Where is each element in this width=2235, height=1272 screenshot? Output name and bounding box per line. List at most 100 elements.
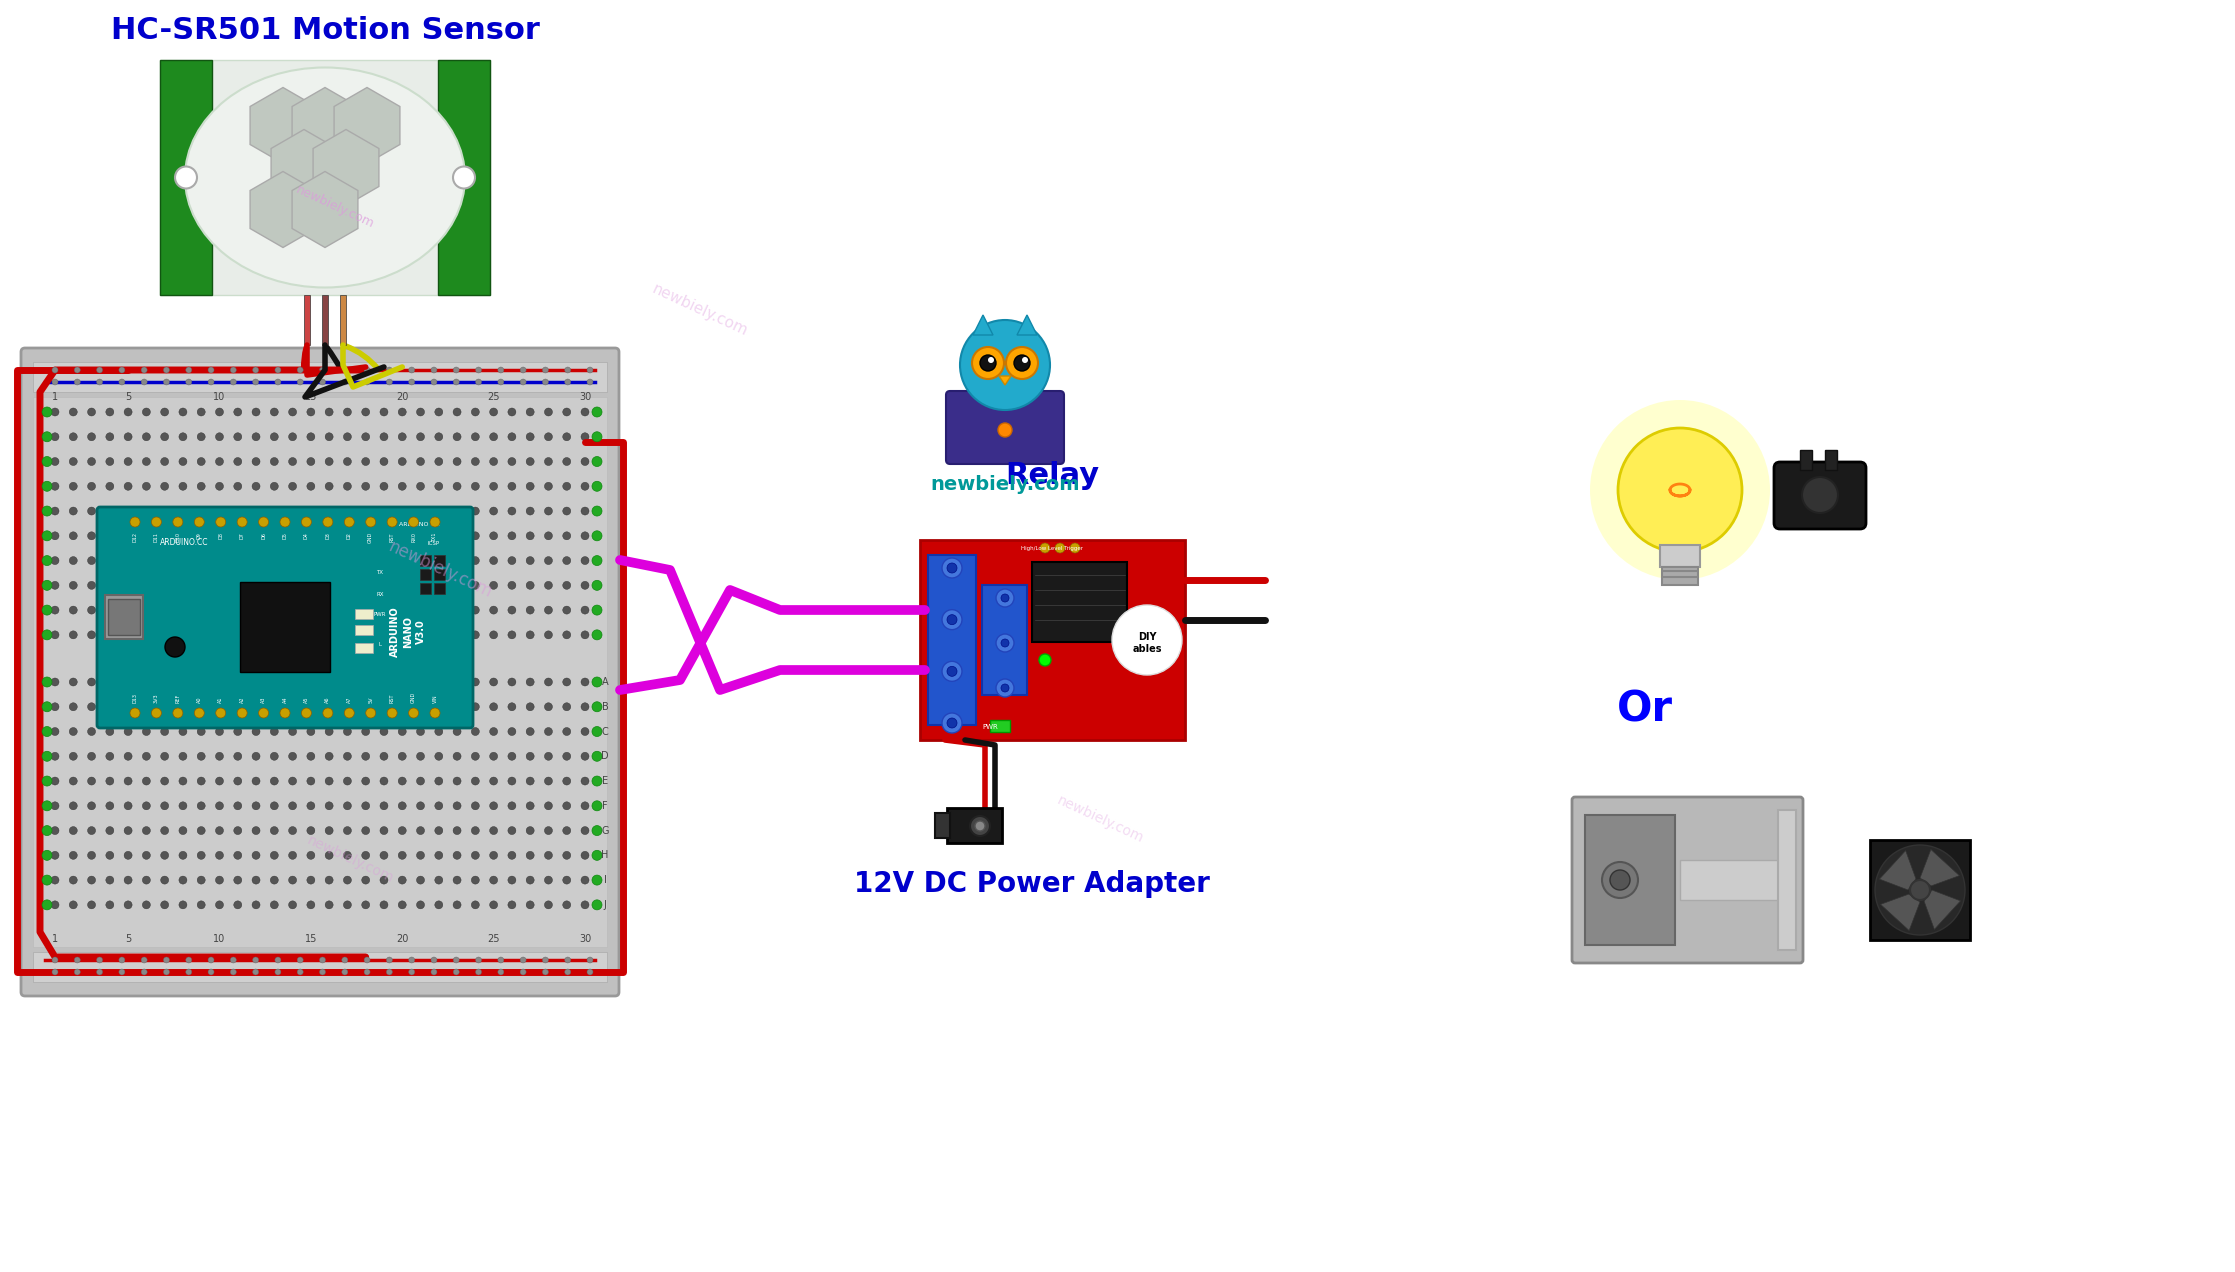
Circle shape <box>324 851 333 860</box>
Circle shape <box>380 581 389 589</box>
Circle shape <box>563 827 570 834</box>
Circle shape <box>105 702 114 711</box>
Circle shape <box>143 532 150 539</box>
Circle shape <box>105 631 114 639</box>
Circle shape <box>235 631 241 639</box>
Circle shape <box>51 432 58 441</box>
Circle shape <box>324 777 333 785</box>
Circle shape <box>143 678 150 686</box>
Circle shape <box>320 957 326 963</box>
Circle shape <box>436 777 443 785</box>
Circle shape <box>454 408 460 416</box>
Circle shape <box>235 508 241 515</box>
Text: J: J <box>603 899 606 909</box>
Circle shape <box>87 581 96 589</box>
Text: newbiely.com: newbiely.com <box>650 281 751 338</box>
Circle shape <box>362 876 369 884</box>
Circle shape <box>105 777 114 785</box>
Circle shape <box>563 728 570 735</box>
Circle shape <box>364 957 371 963</box>
Circle shape <box>143 728 150 735</box>
Circle shape <box>125 557 132 565</box>
Circle shape <box>197 702 206 711</box>
Circle shape <box>51 827 58 834</box>
Circle shape <box>51 876 58 884</box>
Circle shape <box>105 752 114 761</box>
Circle shape <box>324 631 333 639</box>
Circle shape <box>454 167 476 188</box>
Circle shape <box>525 827 534 834</box>
Circle shape <box>42 481 51 491</box>
Circle shape <box>364 368 371 373</box>
Circle shape <box>507 752 516 761</box>
Circle shape <box>105 508 114 515</box>
Circle shape <box>409 368 416 373</box>
Circle shape <box>143 702 150 711</box>
Circle shape <box>275 368 282 373</box>
Bar <box>1663 567 1699 585</box>
Circle shape <box>215 777 224 785</box>
Text: A4: A4 <box>282 697 288 703</box>
Circle shape <box>161 752 168 761</box>
Circle shape <box>197 901 206 909</box>
Circle shape <box>87 458 96 466</box>
Circle shape <box>454 702 460 711</box>
Circle shape <box>51 408 58 416</box>
Circle shape <box>275 379 282 385</box>
Circle shape <box>436 432 443 441</box>
Circle shape <box>288 581 297 589</box>
Circle shape <box>253 379 259 385</box>
Circle shape <box>208 368 215 373</box>
Circle shape <box>87 827 96 834</box>
Circle shape <box>306 605 315 614</box>
Circle shape <box>454 678 460 686</box>
Circle shape <box>507 876 516 884</box>
Circle shape <box>125 801 132 810</box>
Circle shape <box>42 702 51 712</box>
Circle shape <box>416 482 425 490</box>
Circle shape <box>581 482 590 490</box>
Circle shape <box>1055 543 1066 553</box>
Circle shape <box>161 876 168 884</box>
Text: newbiely.com: newbiely.com <box>304 833 396 887</box>
Circle shape <box>454 432 460 441</box>
Circle shape <box>581 702 590 711</box>
Circle shape <box>87 408 96 416</box>
Circle shape <box>507 631 516 639</box>
Circle shape <box>208 957 215 963</box>
Circle shape <box>342 969 349 976</box>
Circle shape <box>208 379 215 385</box>
Circle shape <box>69 901 78 909</box>
Circle shape <box>161 851 168 860</box>
Circle shape <box>563 876 570 884</box>
Circle shape <box>179 777 188 785</box>
Circle shape <box>344 876 351 884</box>
Circle shape <box>489 752 498 761</box>
Circle shape <box>125 678 132 686</box>
Circle shape <box>51 678 58 686</box>
Circle shape <box>476 969 481 976</box>
Circle shape <box>416 851 425 860</box>
Polygon shape <box>972 315 992 335</box>
Circle shape <box>454 901 460 909</box>
Circle shape <box>429 516 440 527</box>
Circle shape <box>197 827 206 834</box>
Circle shape <box>416 631 425 639</box>
Circle shape <box>507 508 516 515</box>
Circle shape <box>436 557 443 565</box>
Circle shape <box>454 827 460 834</box>
Polygon shape <box>1880 851 1915 890</box>
Circle shape <box>1039 654 1050 667</box>
Circle shape <box>163 969 170 976</box>
Circle shape <box>416 581 425 589</box>
Bar <box>239 583 331 672</box>
Circle shape <box>507 728 516 735</box>
Circle shape <box>270 482 279 490</box>
Circle shape <box>344 777 351 785</box>
Circle shape <box>253 801 259 810</box>
Circle shape <box>476 368 481 373</box>
Circle shape <box>235 777 241 785</box>
Circle shape <box>143 827 150 834</box>
Circle shape <box>344 752 351 761</box>
Circle shape <box>592 506 601 516</box>
